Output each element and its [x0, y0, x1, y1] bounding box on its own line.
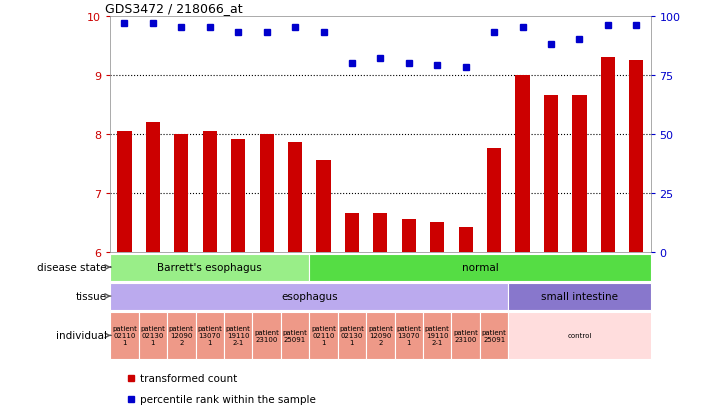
- Text: Barrett's esophagus: Barrett's esophagus: [157, 262, 262, 273]
- Text: patient
02110
1: patient 02110 1: [112, 325, 137, 346]
- Text: patient
19110
2-1: patient 19110 2-1: [226, 325, 250, 346]
- Text: patient
02110
1: patient 02110 1: [311, 325, 336, 346]
- Bar: [395, 312, 423, 359]
- Text: esophagus: esophagus: [281, 291, 338, 301]
- Bar: [167, 312, 196, 359]
- Bar: [373, 214, 387, 252]
- Text: patient
19110
2-1: patient 19110 2-1: [425, 325, 449, 346]
- Bar: [423, 312, 451, 359]
- Bar: [366, 312, 395, 359]
- Text: control: control: [567, 332, 592, 339]
- Text: small intestine: small intestine: [541, 291, 618, 301]
- Bar: [288, 143, 302, 252]
- Text: patient
02130
1: patient 02130 1: [141, 325, 165, 346]
- Text: patient
02130
1: patient 02130 1: [340, 325, 364, 346]
- Text: patient
13070
1: patient 13070 1: [397, 325, 421, 346]
- Text: patient
12090
2: patient 12090 2: [169, 325, 193, 346]
- Bar: [260, 134, 274, 252]
- Bar: [572, 96, 587, 252]
- Text: patient
25091: patient 25091: [482, 329, 506, 342]
- Bar: [309, 312, 338, 359]
- Text: percentile rank within the sample: percentile rank within the sample: [140, 394, 316, 404]
- Text: patient
23100: patient 23100: [255, 329, 279, 342]
- Bar: [338, 312, 366, 359]
- Text: normal: normal: [461, 262, 498, 273]
- Bar: [508, 283, 651, 310]
- Bar: [508, 312, 651, 359]
- Bar: [459, 227, 473, 252]
- Bar: [110, 283, 508, 310]
- Bar: [430, 223, 444, 252]
- Bar: [629, 61, 643, 252]
- Bar: [174, 134, 188, 252]
- Bar: [252, 312, 281, 359]
- Bar: [515, 75, 530, 252]
- Bar: [451, 312, 480, 359]
- Bar: [146, 123, 160, 252]
- Bar: [345, 214, 359, 252]
- Bar: [544, 96, 558, 252]
- Text: transformed count: transformed count: [140, 373, 237, 383]
- Bar: [139, 312, 167, 359]
- Text: patient
25091: patient 25091: [283, 329, 307, 342]
- Bar: [203, 131, 217, 252]
- Text: disease state: disease state: [37, 262, 107, 273]
- Bar: [309, 254, 651, 281]
- Text: individual: individual: [55, 330, 107, 341]
- Text: tissue: tissue: [75, 291, 107, 301]
- Bar: [480, 312, 508, 359]
- Bar: [601, 58, 615, 252]
- Bar: [316, 161, 331, 252]
- Text: patient
13070
1: patient 13070 1: [198, 325, 222, 346]
- Text: patient
12090
2: patient 12090 2: [368, 325, 392, 346]
- Text: GDS3472 / 218066_at: GDS3472 / 218066_at: [105, 2, 242, 15]
- Bar: [402, 220, 416, 252]
- Bar: [224, 312, 252, 359]
- Bar: [487, 149, 501, 252]
- Bar: [281, 312, 309, 359]
- Bar: [231, 140, 245, 252]
- Bar: [117, 131, 132, 252]
- Text: patient
23100: patient 23100: [454, 329, 478, 342]
- Bar: [110, 312, 139, 359]
- Bar: [196, 312, 224, 359]
- Bar: [110, 254, 309, 281]
